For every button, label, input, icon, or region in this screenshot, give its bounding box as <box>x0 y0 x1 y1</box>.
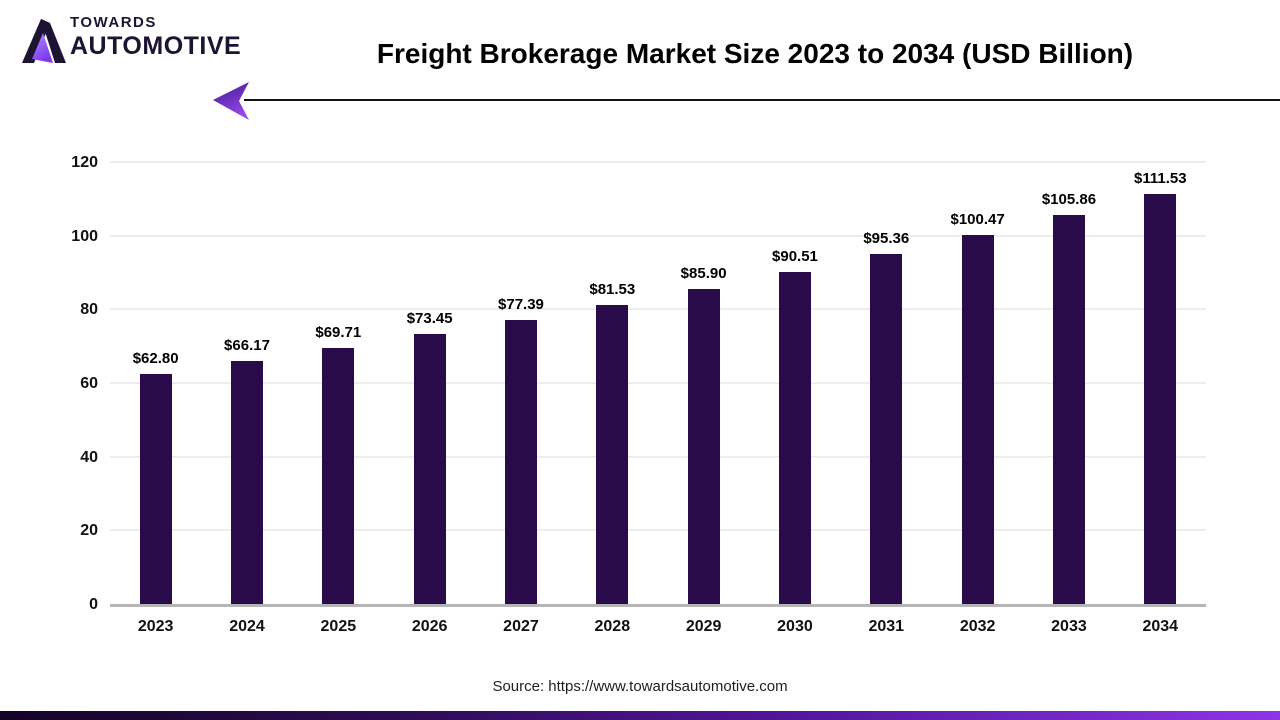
x-axis-label: 2029 <box>685 618 722 635</box>
bar <box>1144 194 1177 605</box>
bar <box>596 304 629 605</box>
y-tick-label: 120 <box>71 154 98 171</box>
grid-line <box>110 308 1206 311</box>
bar-column: $66.17 2024 <box>201 163 292 635</box>
y-axis: 0 20 40 60 80 100 120 <box>30 154 98 613</box>
x-axis-label: 2027 <box>503 618 539 635</box>
plot-area: $62.80 2023 $66.17 2024 $69.71 2025 $73.45 2026… <box>110 161 1206 635</box>
x-axis-label: 2032 <box>959 618 996 635</box>
bar-value-label: $69.71 <box>315 324 362 342</box>
bar-column: $69.71 2025 <box>293 163 384 635</box>
header-divider-line <box>244 99 1280 101</box>
grid-line <box>110 382 1206 384</box>
x-axis-label: 2023 <box>137 618 174 635</box>
x-axis-label: 2025 <box>320 618 357 635</box>
bottom-accent-bar <box>0 711 1280 720</box>
source-text: Source: https://www.towardsautomotive.co… <box>492 678 788 695</box>
bar-value-label: $77.39 <box>498 295 544 313</box>
bar-column: $90.51 2030 <box>749 163 840 635</box>
logo-a-mark-icon <box>22 19 66 63</box>
bar-value-label: $111.53 <box>1133 170 1187 188</box>
arrow-left-icon <box>213 82 249 120</box>
y-tick-label: 100 <box>71 227 98 245</box>
chart-title: Freight Brokerage Market Size 2023 to 20… <box>376 38 1134 69</box>
x-axis-label: 2034 <box>1142 618 1179 635</box>
x-axis-label: 2028 <box>594 618 631 635</box>
bar <box>413 334 446 605</box>
bar <box>322 348 355 605</box>
grid-line <box>110 234 1206 237</box>
x-axis-label: 2026 <box>411 618 448 635</box>
bar-column: $100.47 2032 <box>932 163 1023 635</box>
bar-value-label: $66.17 <box>224 337 270 355</box>
grid-line <box>110 161 1206 163</box>
x-axis-line <box>110 604 1206 607</box>
bar-value-label: $100.47 <box>950 210 1005 228</box>
bar <box>230 361 263 605</box>
bar-column: $73.45 2026 <box>384 163 475 635</box>
y-tick-label: 20 <box>80 522 98 540</box>
bar-column: $111.53 2034 <box>1115 163 1206 635</box>
bar-column: $85.90 2029 <box>658 163 749 635</box>
y-tick-label: 0 <box>89 596 98 613</box>
y-tick-label: 60 <box>80 375 98 392</box>
bar <box>870 253 903 605</box>
y-tick-label: 80 <box>80 301 98 319</box>
x-axis-label: 2024 <box>229 618 265 635</box>
bar <box>778 271 811 605</box>
bar <box>687 288 720 605</box>
bar <box>1052 215 1085 605</box>
x-axis-label: 2033 <box>1051 618 1087 635</box>
grid-line <box>110 529 1206 532</box>
x-axis-label: 2030 <box>777 618 813 635</box>
bar-value-label: $105.86 <box>1041 191 1097 209</box>
brand-logo: TOWARDS AUTOMOTIVE <box>22 10 252 70</box>
bar-value-label: $85.90 <box>680 264 727 282</box>
bar-value-label: $62.80 <box>132 349 179 367</box>
bar-value-label: $90.51 <box>772 247 818 265</box>
bar-value-label: $81.53 <box>589 280 636 298</box>
bar <box>504 319 537 605</box>
bar <box>961 234 994 605</box>
bar-column: $81.53 2028 <box>567 163 658 635</box>
logo-text: TOWARDS AUTOMOTIVE <box>70 14 241 61</box>
bar-column: $105.86 2033 <box>1023 163 1114 635</box>
bar-column: $95.36 2031 <box>841 163 932 635</box>
grid-line <box>110 455 1206 458</box>
bar-value-label: $95.36 <box>863 229 910 247</box>
bar-value-label: $73.45 <box>406 310 453 328</box>
bars-row: $62.80 2023 $66.17 2024 $69.71 2025 $73.45 2026… <box>110 163 1206 635</box>
bar <box>139 373 172 605</box>
y-tick-label: 40 <box>80 448 98 466</box>
brand-name-top: TOWARDS <box>70 14 157 31</box>
bar-column: $77.39 2027 <box>475 163 566 635</box>
bar-column: $62.80 2023 <box>110 163 201 635</box>
brand-name-bottom: AUTOMOTIVE <box>70 32 242 60</box>
x-axis-label: 2031 <box>868 618 905 635</box>
